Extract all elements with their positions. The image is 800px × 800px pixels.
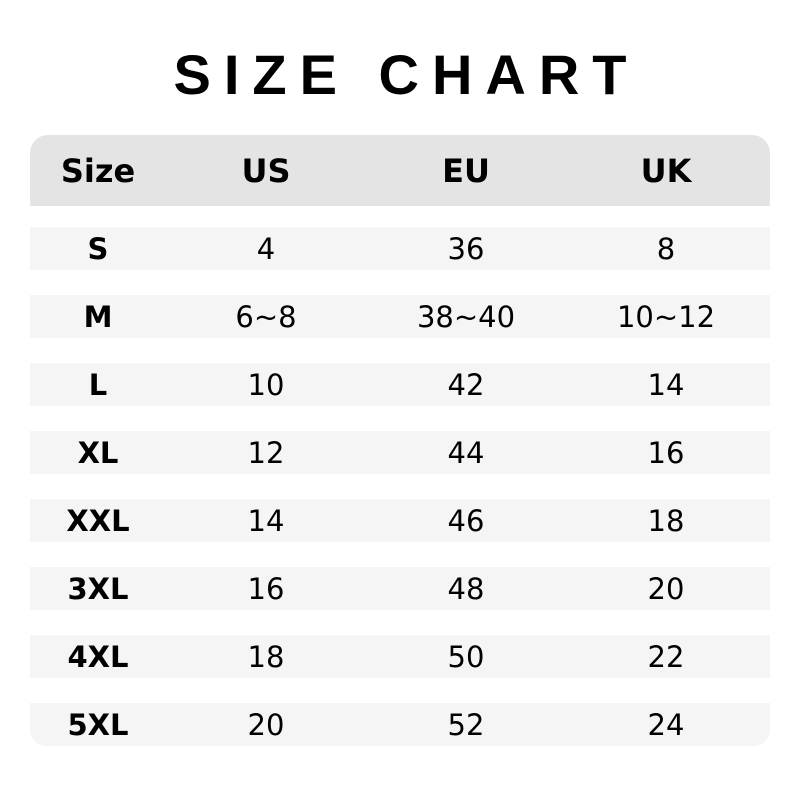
table-row: XL 12 44 16 — [30, 431, 770, 474]
cell-us: 10 — [247, 367, 285, 402]
cell-us: 14 — [247, 503, 285, 538]
cell-size: XXL — [66, 503, 130, 538]
cell-uk: 24 — [647, 707, 685, 742]
cell-uk: 22 — [647, 639, 685, 674]
cell-size: XL — [77, 435, 119, 470]
size-table: Size US EU UK S 4 36 8 M 6~8 38~40 10~12 L 10 42 14… — [30, 135, 770, 746]
cell-uk: 16 — [647, 435, 685, 470]
cell-us: 4 — [256, 231, 276, 266]
header-us: US — [241, 151, 291, 190]
cell-size: M — [83, 299, 113, 334]
cell-eu: 42 — [447, 367, 485, 402]
table-row: S 4 36 8 — [30, 227, 770, 270]
cell-us: 18 — [247, 639, 285, 674]
cell-eu: 48 — [447, 571, 485, 606]
cell-uk: 14 — [647, 367, 685, 402]
cell-us: 20 — [247, 707, 285, 742]
cell-size: 4XL — [67, 639, 129, 674]
cell-size: S — [87, 231, 109, 266]
cell-eu: 52 — [447, 707, 485, 742]
cell-us: 12 — [247, 435, 285, 470]
cell-us: 16 — [247, 571, 285, 606]
cell-uk: 10~12 — [616, 299, 716, 334]
cell-eu: 36 — [447, 231, 485, 266]
table-row: 4XL 18 50 22 — [30, 635, 770, 678]
cell-us: 6~8 — [235, 299, 297, 334]
table-row: XXL 14 46 18 — [30, 499, 770, 542]
page-title: SIZE CHART — [173, 43, 640, 106]
header-uk: UK — [640, 151, 692, 190]
cell-eu: 46 — [447, 503, 485, 538]
cell-eu: 50 — [447, 639, 485, 674]
header-eu: EU — [442, 151, 490, 190]
cell-eu: 44 — [447, 435, 485, 470]
cell-size: L — [88, 367, 108, 402]
cell-eu: 38~40 — [416, 299, 516, 334]
header-size: Size — [60, 151, 136, 190]
cell-size: 5XL — [67, 707, 129, 742]
cell-uk: 20 — [647, 571, 685, 606]
table-header: Size US EU UK — [30, 135, 770, 206]
table-row: M 6~8 38~40 10~12 — [30, 295, 770, 338]
cell-uk: 18 — [647, 503, 685, 538]
table-row: L 10 42 14 — [30, 363, 770, 406]
cell-size: 3XL — [67, 571, 129, 606]
table-row: 3XL 16 48 20 — [30, 567, 770, 610]
table-row: 5XL 20 52 24 — [30, 703, 770, 746]
cell-uk: 8 — [656, 231, 676, 266]
